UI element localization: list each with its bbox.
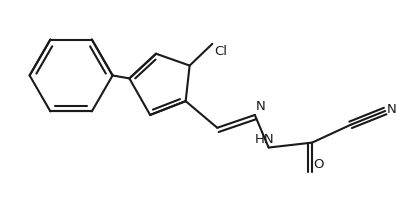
Text: HN: HN (255, 133, 274, 146)
Text: O: O (313, 158, 324, 171)
Text: Cl: Cl (214, 45, 227, 58)
Text: N: N (387, 103, 397, 116)
Text: N: N (256, 100, 266, 113)
